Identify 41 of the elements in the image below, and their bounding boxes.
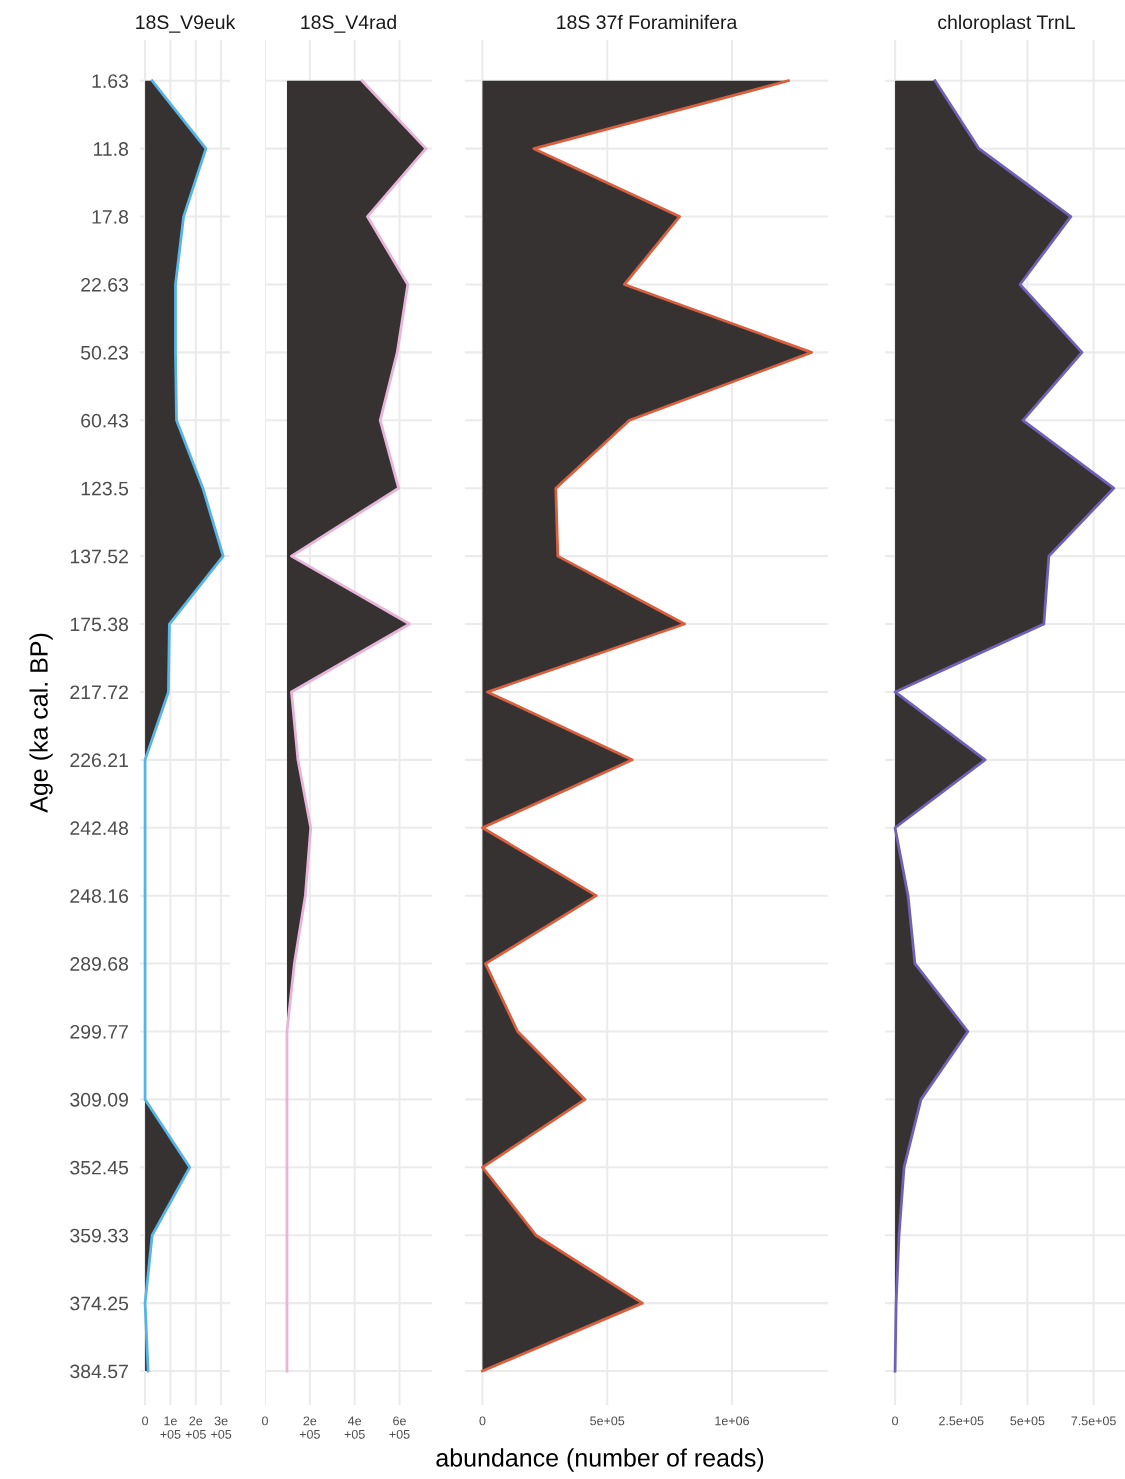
y-tick-label: 299.77 [70,1024,128,1039]
y-tick-label: 137.52 [70,549,128,564]
x-tick-label: 0 [262,1416,268,1426]
x-tick-label: 7.5e+05 [1071,1416,1116,1426]
chart-title: 18S_V9euk [136,14,236,33]
y-axis-title: Age (ka cal. BP) [29,633,53,813]
y-tick-label: 242.48 [70,821,129,835]
x-tick-label: 4e+05 [344,1416,365,1439]
chart-title: 18S_V4rad [301,14,396,33]
y-tick-label: 309.09 [70,1092,128,1107]
x-tick-label: 5e+05 [590,1416,625,1426]
y-tick-label: 248.16 [70,889,129,903]
y-tick-label: 17.8 [92,210,129,224]
x-tick-label: 2e+05 [299,1416,320,1439]
x-tick-label: 2.5e+05 [939,1416,984,1426]
x-tick-label: 0 [892,1416,899,1426]
y-tick-label: 60.43 [81,413,129,428]
x-tick-label: 2e+05 [185,1416,206,1439]
y-tick-label: 384.57 [70,1364,128,1379]
y-tick-label: 175.38 [70,617,129,632]
y-tick-label: 226.21 [70,753,128,768]
x-tick-label: 5e+05 [1010,1416,1045,1426]
y-tick-label: 289.68 [70,957,129,971]
y-tick-label: 352.45 [70,1160,129,1175]
y-tick-label: 359.33 [70,1228,129,1243]
y-tick-label: 374.25 [70,1296,129,1311]
x-tick-label: 0 [479,1416,486,1426]
x-tick-label: 1e+05 [160,1416,181,1439]
y-tick-label: 50.23 [81,345,129,360]
y-tick-label: 11.8 [93,142,129,156]
y-tick-label: 217.72 [70,685,128,699]
chart-title: 18S 37f Foraminifera [557,14,738,30]
x-tick-label: 6e+05 [389,1416,410,1439]
x-tick-label: 1e+06 [715,1416,749,1426]
y-tick-label: 123.5 [81,481,129,496]
x-tick-label: 0 [142,1416,149,1426]
y-tick-label: 1.63 [92,74,129,88]
chart-title: chloroplast TrnL [938,14,1076,33]
x-tick-label: 3e+05 [211,1416,232,1439]
x-axis-title: abundance (number of reads) [436,1448,764,1472]
y-tick-label: 22.63 [81,277,129,292]
